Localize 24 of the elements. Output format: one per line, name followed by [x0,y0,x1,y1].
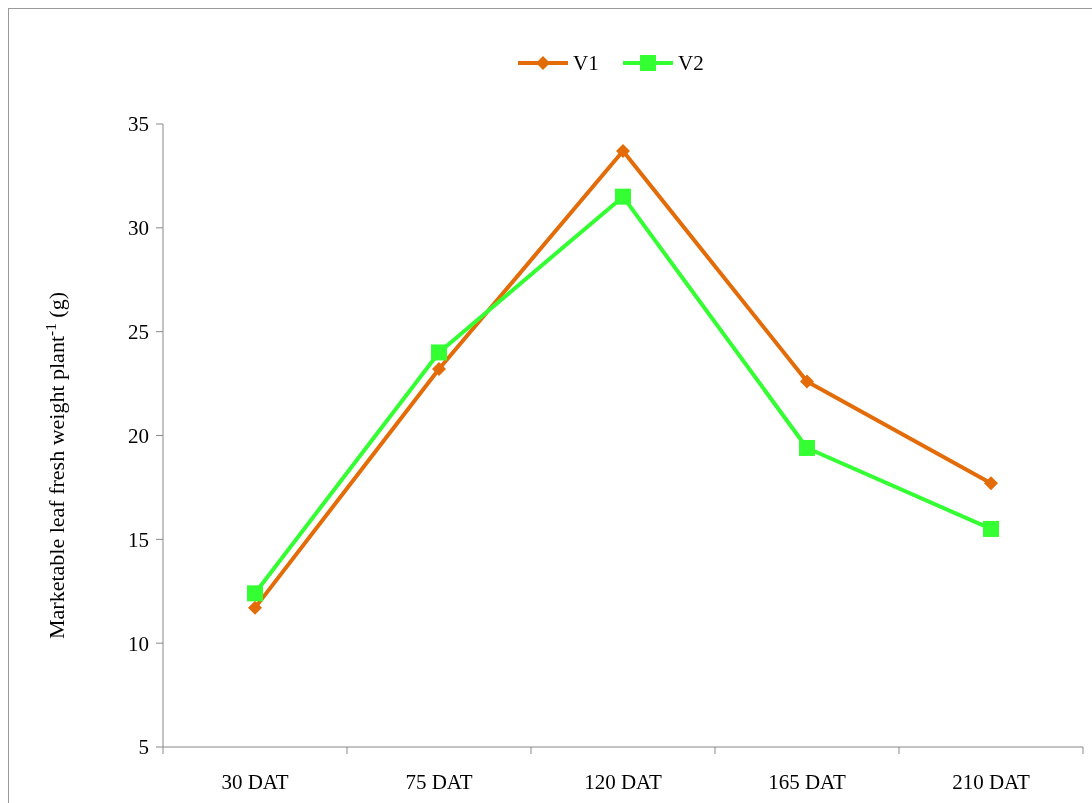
point [799,439,815,456]
x-tick-label: 210 DAT [952,770,1030,794]
point [983,520,999,537]
point [432,362,446,377]
y-tick-label: 5 [138,735,149,760]
point [615,188,631,205]
x-tick-label: 165 DAT [768,770,846,794]
legend-label: V2 [678,51,704,76]
legend-label: V1 [573,51,599,76]
y-tick-label: 35 [128,112,149,137]
x-tick-label: 75 DAT [405,770,473,794]
point [431,344,447,361]
x-tick-label: 30 DAT [221,770,289,794]
point [616,144,630,158]
y-tick-label: 25 [128,320,149,345]
y-tick-label: 20 [128,423,149,448]
point [248,600,262,615]
point [247,585,263,602]
y-tick-label: 10 [128,631,149,656]
point [984,476,998,491]
y-tick-label: 30 [128,216,149,241]
y-tick-label: 15 [128,527,149,552]
x-tick-label: 120 DAT [584,770,662,794]
point [800,374,814,389]
